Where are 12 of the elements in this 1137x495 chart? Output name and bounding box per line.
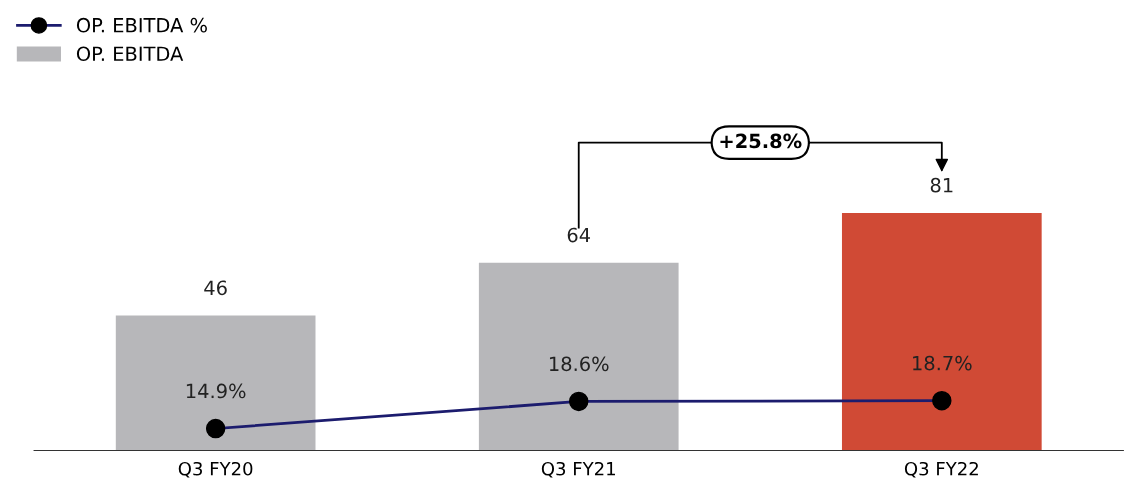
data-label: 18.7%	[913, 355, 972, 371]
data-label: 81	[930, 177, 953, 193]
data-label: 14.9%	[186, 383, 246, 399]
data-label: 46	[204, 280, 227, 296]
legend-label: OP. EBITDA %	[76, 17, 207, 33]
x-tick-label: Q3 FY22	[904, 461, 978, 478]
x-tick-label: Q3 FY20	[178, 461, 253, 478]
text: +25.8%	[720, 133, 802, 149]
data-label: 18.6%	[549, 356, 609, 372]
x-tick-label: Q3 FY21	[541, 461, 615, 478]
data-label: 64	[567, 227, 591, 243]
legend-label: OP. EBITDA	[76, 46, 184, 62]
